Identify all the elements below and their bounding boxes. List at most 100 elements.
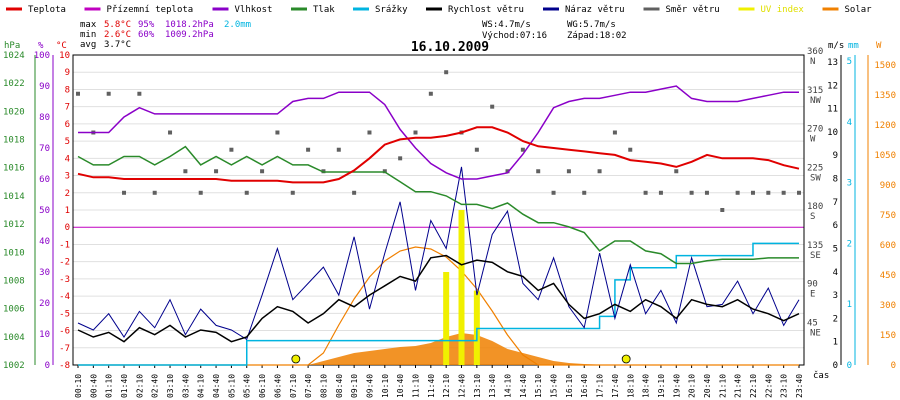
tick-ms: 9 bbox=[833, 151, 838, 161]
wind-dir-point bbox=[76, 91, 80, 96]
wind-dir-point bbox=[612, 130, 617, 135]
axis-unit-degc: °C bbox=[56, 41, 67, 51]
tick-degc: -7 bbox=[59, 344, 70, 354]
tick-dir-deg: 315 bbox=[807, 86, 823, 96]
tick-dir-label: NE bbox=[810, 328, 821, 338]
x-tick-label: 18:10 bbox=[626, 374, 635, 398]
wind-dir-point bbox=[367, 130, 372, 135]
stat-min-label: min bbox=[80, 30, 96, 40]
stat-max-rain: 2.0mm bbox=[224, 20, 251, 30]
x-tick-label: 00:40 bbox=[89, 374, 98, 398]
wind-dir-point bbox=[413, 130, 418, 135]
tick-degc: -5 bbox=[59, 309, 70, 319]
wind-dir-point bbox=[229, 147, 234, 152]
wind-dir-point bbox=[444, 70, 449, 75]
x-tick-label: 16:10 bbox=[565, 374, 574, 398]
tick-ms: 13 bbox=[827, 58, 838, 68]
wind-dir-point bbox=[643, 190, 648, 195]
x-tick-label: 21:10 bbox=[718, 374, 727, 398]
legend-label: Srážky bbox=[375, 5, 408, 15]
x-tick-label: 05:40 bbox=[243, 374, 252, 398]
wind-dir-point bbox=[168, 130, 173, 135]
x-tick-label: 03:10 bbox=[166, 374, 175, 398]
tick-dir-label: N bbox=[810, 57, 815, 67]
stat-avg-label: avg bbox=[80, 40, 96, 50]
tick-hpa: 1016 bbox=[3, 164, 25, 174]
tick-w: 750 bbox=[880, 211, 896, 221]
wind-dir-point bbox=[781, 190, 786, 195]
series-pressure bbox=[77, 145, 799, 265]
tick-mm: 0 bbox=[847, 361, 852, 371]
x-tick-label: 08:40 bbox=[335, 374, 344, 398]
tick-pct: 10 bbox=[39, 330, 50, 340]
tick-pct: 40 bbox=[39, 237, 50, 247]
x-tick-label: 06:10 bbox=[258, 374, 267, 398]
tick-w: 0 bbox=[891, 361, 896, 371]
wind-dir-point bbox=[336, 147, 341, 152]
series-temperature bbox=[77, 126, 800, 184]
tick-hpa: 1020 bbox=[3, 107, 25, 117]
tick-ms: 1 bbox=[833, 338, 838, 348]
x-tick-label: 11:10 bbox=[411, 374, 420, 398]
x-tick-label: 08:10 bbox=[319, 374, 328, 398]
wind-dir-point bbox=[122, 190, 127, 195]
tick-degc: 7 bbox=[65, 103, 70, 113]
info-sunset: Západ:18:02 bbox=[567, 31, 627, 41]
x-tick-label: 17:10 bbox=[596, 374, 605, 398]
stat-max-hum: 95% bbox=[138, 20, 155, 30]
tick-hpa: 1012 bbox=[3, 220, 25, 230]
tick-ms: 0 bbox=[833, 361, 838, 371]
tick-pct: 80 bbox=[39, 113, 50, 123]
sunrise-marker bbox=[291, 354, 301, 364]
wind-dir-point bbox=[137, 91, 142, 96]
x-tick-label: 04:40 bbox=[212, 374, 221, 398]
tick-dir-deg: 270 bbox=[807, 125, 823, 135]
x-tick-label: 01:40 bbox=[120, 374, 129, 398]
wind-dir-point bbox=[290, 190, 295, 195]
legend-label: Vlhkost bbox=[235, 5, 273, 15]
tick-degc: 0 bbox=[65, 223, 70, 233]
wind-dir-point bbox=[183, 169, 188, 174]
tick-dir-deg: 180 bbox=[807, 202, 823, 212]
x-tick-label: 09:10 bbox=[350, 374, 359, 398]
stat-min-hum: 60% bbox=[138, 30, 155, 40]
tick-mm: 5 bbox=[847, 57, 852, 67]
tick-dir-label: S bbox=[810, 212, 815, 222]
axis-unit-w: W bbox=[876, 41, 882, 51]
x-tick-label: 04:10 bbox=[197, 374, 206, 398]
x-tick-label: 10:40 bbox=[396, 374, 405, 398]
wind-dir-point bbox=[106, 91, 111, 96]
wind-dir-point bbox=[551, 190, 556, 195]
axis-unit-ms: m/s bbox=[828, 41, 844, 51]
tick-pct: 90 bbox=[39, 82, 50, 92]
sunset-marker bbox=[621, 354, 631, 364]
legend-label: Náraz větru bbox=[565, 5, 625, 15]
x-tick-label: 21:40 bbox=[734, 374, 743, 398]
wind-dir-point bbox=[490, 104, 495, 109]
x-tick-label: 14:10 bbox=[504, 374, 513, 398]
series-solar bbox=[78, 333, 799, 365]
stat-min-press: 1009.2hPa bbox=[165, 30, 214, 40]
tick-ms: 12 bbox=[827, 81, 838, 91]
tick-degc: -8 bbox=[59, 361, 70, 371]
tick-degc: 3 bbox=[65, 172, 70, 182]
x-tick-label: 23:10 bbox=[780, 374, 789, 398]
tick-mm: 2 bbox=[847, 239, 852, 249]
tick-degc: 5 bbox=[65, 137, 70, 147]
x-tick-label: 12:40 bbox=[458, 374, 467, 398]
legend-label: UV index bbox=[761, 5, 805, 15]
x-tick-label: 20:40 bbox=[703, 374, 712, 398]
tick-ms: 5 bbox=[833, 244, 838, 254]
wind-dir-point bbox=[260, 169, 265, 174]
wind-dir-point bbox=[275, 130, 280, 135]
tick-w: 1500 bbox=[874, 61, 896, 71]
tick-dir-label: SE bbox=[810, 251, 821, 261]
wind-dir-point bbox=[797, 190, 801, 195]
x-tick-label: 22:10 bbox=[749, 374, 758, 398]
tick-mm: 1 bbox=[847, 300, 852, 310]
uv-bar bbox=[458, 210, 465, 365]
uv-bar bbox=[443, 272, 450, 365]
axis-unit-hpa: hPa bbox=[4, 41, 20, 51]
tick-w: 1350 bbox=[874, 91, 896, 101]
tick-ms: 11 bbox=[827, 105, 838, 115]
